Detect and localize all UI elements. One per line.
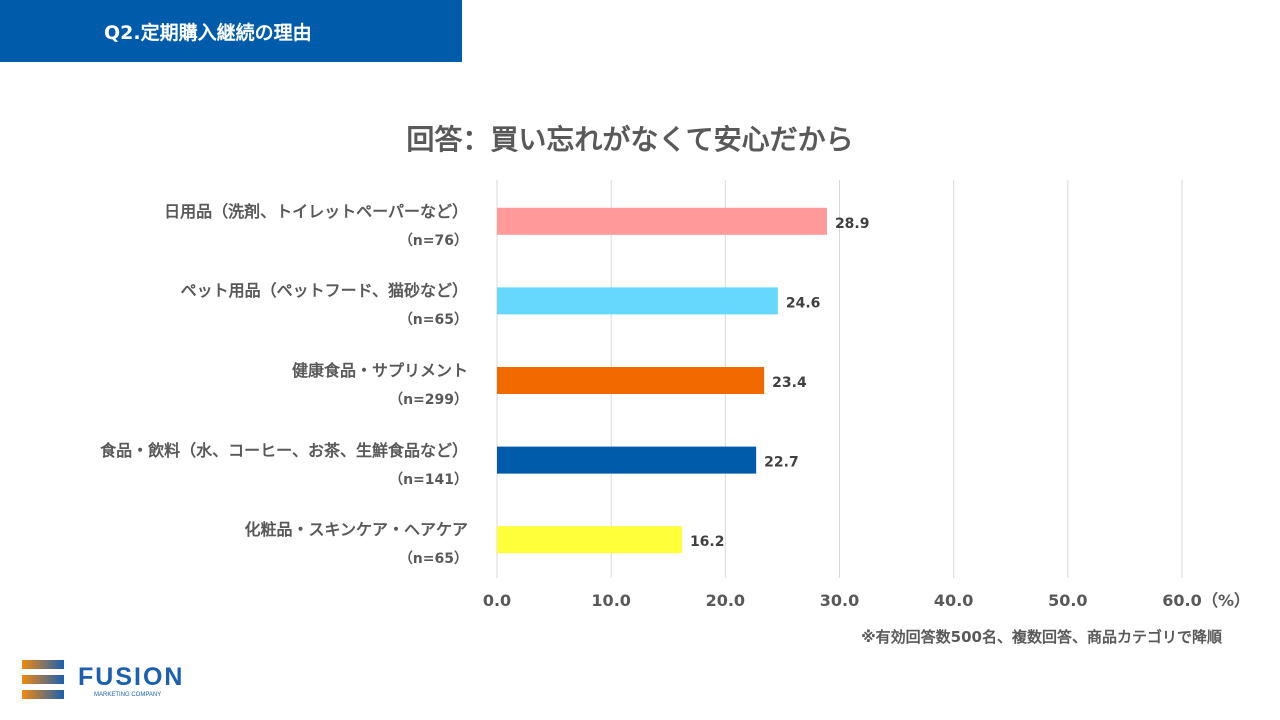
sample-size: （n=299） — [389, 392, 468, 408]
x-tick-label: 50.0 — [1048, 591, 1087, 610]
category-name: ペット用品（ペットフード、猫砂など） — [180, 281, 468, 301]
logo-name: FUSION — [78, 663, 184, 691]
sample-size: （n=65） — [398, 312, 468, 329]
data-label: 24.6 — [786, 295, 821, 311]
x-tick-label: 40.0 — [934, 591, 973, 610]
x-tick-label: 60.0 — [1162, 591, 1201, 610]
footnote: ※有効回答数500名、複数回答、商品カテゴリで降順 — [861, 628, 1222, 646]
category-name: 食品・飲料（水、コーヒー、お茶、生鮮食品など） — [100, 440, 468, 460]
category-name: 日用品（洗剤、トイレットペーパーなど） — [164, 201, 468, 221]
sample-size: （n=141） — [389, 471, 468, 488]
x-unit-label: （%） — [1202, 591, 1250, 610]
sample-size: （n=76） — [398, 232, 468, 249]
chart-title: 回答：買い忘れがなくて安心だから — [406, 123, 854, 156]
data-label: 28.9 — [835, 216, 870, 232]
x-tick-label: 30.0 — [820, 591, 859, 610]
fusion-logo: FUSION MARKETING COMPANY — [22, 660, 184, 699]
section-title: Q2.定期購入継続の理由 — [104, 21, 312, 44]
data-label: 16.2 — [690, 534, 725, 550]
category-label: 健康食品・サプリメント （n=299） — [292, 357, 468, 409]
data-label: 23.4 — [772, 375, 807, 391]
bar — [497, 446, 757, 474]
bar — [497, 287, 778, 315]
category-label: 食品・飲料（水、コーヒー、お茶、生鮮食品など） （n=141） — [100, 437, 468, 489]
x-tick-label: 10.0 — [591, 591, 630, 610]
category-name: 健康食品・サプリメント — [291, 361, 468, 380]
category-label: 日用品（洗剤、トイレットペーパーなど） （n=76） — [164, 198, 468, 250]
sample-size: （n=65） — [398, 551, 468, 568]
section-header: Q2.定期購入継続の理由 — [0, 0, 462, 62]
bar — [497, 526, 682, 554]
logo-sub: MARKETING COMPANY — [94, 692, 161, 698]
category-label: ペット用品（ペットフード、猫砂など） （n=65） — [181, 277, 468, 329]
category-name: 化粧品・スキンケア・ヘアケア — [244, 520, 468, 540]
category-label: 化粧品・スキンケア・ヘアケア （n=65） — [244, 516, 468, 568]
data-label: 22.7 — [764, 455, 799, 471]
x-tick-label: 0.0 — [483, 591, 511, 610]
bar — [497, 367, 765, 394]
x-tick-label: 20.0 — [706, 591, 745, 610]
bar — [497, 207, 827, 235]
